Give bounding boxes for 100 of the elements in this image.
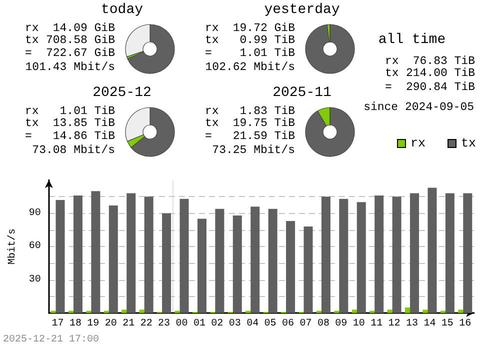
bar <box>321 196 330 313</box>
x-tick-label: 08 <box>317 318 330 330</box>
bar <box>374 196 384 313</box>
text: 722.67 GiB <box>46 47 115 60</box>
text: 19.72 GiB <box>232 22 295 35</box>
bar <box>197 218 206 313</box>
text: 19.75 TiB <box>232 117 295 130</box>
x-tick-label: 05 <box>264 318 276 330</box>
bar <box>232 215 242 313</box>
text: = <box>25 130 32 143</box>
text: rx <box>25 105 39 118</box>
y-tick-label: 90 <box>28 208 41 219</box>
legend-label: tx <box>461 136 476 150</box>
text: tx <box>25 117 39 130</box>
bar <box>422 310 428 313</box>
text: since 2024-09-05 <box>364 101 474 114</box>
text: 73.08 Mbit/s <box>32 144 115 157</box>
y-tick-label: 30 <box>28 274 41 286</box>
x-tick-label: 21 <box>122 318 135 330</box>
bar <box>304 226 313 313</box>
chart-title: 2025-12 <box>92 85 152 101</box>
chart-title: yesterday <box>264 2 340 18</box>
x-tick-label: 22 <box>140 318 152 330</box>
x-tick-label: 18 <box>69 318 82 330</box>
chart-title: today <box>100 2 144 18</box>
text: 21.59 TiB <box>232 130 295 143</box>
bar <box>126 193 136 313</box>
text: 73.25 Mbit/s <box>212 144 295 157</box>
bar <box>139 310 144 313</box>
x-tick-label: 06 <box>282 318 294 330</box>
text: rx <box>205 105 219 118</box>
bar <box>458 310 464 313</box>
bar <box>392 196 402 313</box>
text: 290.84 TiB <box>406 81 475 94</box>
bar <box>73 196 82 313</box>
bar <box>428 188 437 313</box>
text: = <box>25 47 32 60</box>
text: 708.58 GiB <box>46 34 115 47</box>
text: 1.01 TiB <box>240 47 295 60</box>
text: = <box>205 47 212 60</box>
x-tick-label: 12 <box>388 318 400 330</box>
text: 101.43 Mbit/s <box>25 61 115 74</box>
text: 214.00 TiB <box>406 67 475 80</box>
bar <box>387 310 392 313</box>
text: 102.62 Mbit/s <box>205 61 295 74</box>
bar <box>356 202 366 313</box>
text: tx <box>385 67 399 80</box>
text: 13.85 TiB <box>52 117 115 130</box>
text: rx <box>205 22 219 35</box>
text: 76.83 TiB <box>412 55 475 68</box>
bar <box>215 208 224 313</box>
x-tick-label: 10 <box>352 318 365 330</box>
x-tick-label: 17 <box>52 318 64 330</box>
bar <box>144 196 154 313</box>
x-tick-label: 03 <box>228 318 241 330</box>
x-tick-label: 04 <box>246 318 259 330</box>
bar <box>405 307 410 313</box>
x-tick-label: 13 <box>406 318 418 330</box>
bar <box>286 221 296 313</box>
bar <box>122 310 127 313</box>
chart-title: 2025-11 <box>272 85 332 101</box>
y-tick-label: 60 <box>28 241 41 252</box>
text: all time <box>378 32 446 48</box>
text: 0.99 TiB <box>240 34 295 47</box>
x-tick-label: 02 <box>211 318 224 330</box>
text: = <box>385 81 392 94</box>
x-tick-label: 19 <box>87 318 100 330</box>
bar <box>108 205 118 313</box>
text: rx <box>25 22 39 35</box>
x-tick-label: 01 <box>193 318 206 330</box>
bar <box>162 213 172 313</box>
x-tick-label: 11 <box>370 318 383 330</box>
bar <box>91 191 100 313</box>
x-tick-label: 23 <box>158 318 170 330</box>
text: tx <box>205 34 219 47</box>
x-tick-label: 16 <box>459 318 472 330</box>
legend-label: rx <box>410 136 426 150</box>
text: tx <box>205 117 219 130</box>
bar <box>410 193 420 313</box>
bar <box>352 310 357 313</box>
x-tick-label: 14 <box>424 318 436 330</box>
text: 14.86 TiB <box>52 130 115 143</box>
x-tick-label: 15 <box>441 318 454 330</box>
text: tx <box>25 34 39 47</box>
text: 1.83 TiB <box>240 105 295 118</box>
bar <box>180 198 189 313</box>
bar <box>339 198 348 313</box>
y-axis-title: Mbit/s <box>6 228 18 265</box>
text: rx <box>385 55 399 68</box>
x-tick-label: 20 <box>104 318 117 330</box>
x-tick-label: 09 <box>335 318 348 330</box>
bar <box>250 206 260 313</box>
x-tick-label: 07 <box>300 318 312 330</box>
bar <box>56 200 65 313</box>
text: 14.09 GiB <box>52 22 115 35</box>
text: 1.01 TiB <box>60 105 115 118</box>
text: 2025-12-21 17:00 <box>3 334 100 346</box>
text: = <box>205 130 212 143</box>
x-tick-label: 00 <box>176 318 188 330</box>
bar <box>445 193 454 313</box>
